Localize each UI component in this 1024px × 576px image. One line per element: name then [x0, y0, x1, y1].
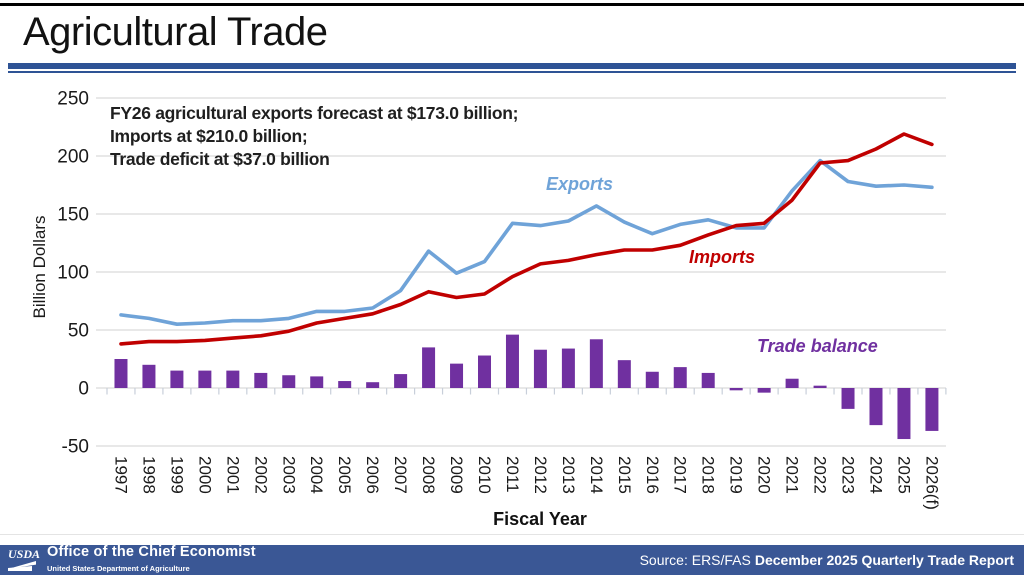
x-axis-title: Fiscal Year: [493, 509, 587, 529]
x-tick-label: 2010: [475, 456, 494, 494]
footer-org-block: Office of the Chief Economist United Sta…: [47, 543, 256, 576]
x-tick-label: 2024: [866, 456, 885, 494]
y-tick-label: 250: [57, 89, 89, 110]
x-tick-label: 2022: [811, 456, 830, 494]
y-tick-label: 0: [78, 379, 89, 400]
trade-balance-bar: [533, 349, 547, 388]
forecast-deficit-line: Trade deficit at $37.0 billion: [110, 149, 330, 169]
trade-balance-bar: [813, 385, 827, 388]
x-tick-label: 2017: [671, 456, 690, 494]
x-tick-label: 1998: [139, 456, 158, 494]
usda-logo-swoosh-lower: [8, 566, 32, 571]
x-tick-label: 2023: [839, 456, 858, 494]
usda-logo-text: USDA: [8, 547, 41, 561]
trade-balance-bar: [338, 381, 352, 388]
trade-balance-bar: [478, 355, 492, 388]
trade-balance-bar: [254, 372, 268, 388]
footer-org-name: Office of the Chief Economist: [47, 543, 256, 560]
y-tick-label: 50: [68, 321, 89, 342]
trade-balance-bar: [394, 374, 408, 388]
source-report-name: December 2025 Quarterly Trade Report: [754, 552, 1014, 568]
content-bottom-hairline: [0, 534, 1024, 535]
forecast-callout: FY26 agricultural exports forecast at $1…: [110, 102, 630, 171]
trade-balance-bar: [729, 388, 743, 391]
x-tick-label: 2007: [391, 456, 410, 494]
footer-bar: USDA Office of the Chief Economist Unite…: [0, 543, 1024, 576]
forecast-exports-line: FY26 agricultural exports forecast at $1…: [110, 103, 519, 123]
imports-series-label: Imports: [689, 247, 756, 267]
usda-logo-swoosh: [8, 561, 36, 569]
trade-balance-bar: [925, 388, 939, 431]
x-tick-label: 2018: [699, 456, 718, 494]
trade-balance-bar: [226, 370, 240, 388]
trade-balance-bar: [645, 371, 659, 388]
trade-balance-bar: [170, 370, 184, 388]
x-tick-label: 2014: [587, 456, 606, 494]
trade-balance-bar: [198, 370, 212, 388]
imports-line: [119, 132, 934, 346]
x-tick-label: 2013: [559, 456, 578, 494]
trade-balance-bar: [505, 334, 519, 388]
trade-balance-bar: [841, 388, 855, 409]
x-tick-label: 1997: [111, 456, 130, 494]
page-title: Agricultural Trade: [23, 10, 328, 54]
x-tick-label: 2025: [894, 456, 913, 494]
trade-balance-bar: [897, 388, 911, 440]
x-tick-label: 2003: [279, 456, 298, 494]
usda-logo-icon: USDA: [8, 548, 40, 572]
x-tick-label: 2011: [503, 456, 522, 493]
x-tick-label: 1999: [167, 456, 186, 494]
x-tick-label: 2001: [223, 456, 242, 494]
x-tick-label: 2006: [363, 456, 382, 494]
forecast-imports-line: Imports at $210.0 billion;: [110, 126, 308, 146]
y-axis-title: Billion Dollars: [30, 215, 49, 319]
title-divider-thick: [8, 63, 1016, 69]
y-tick-label: -50: [62, 437, 89, 458]
x-tick-label: 2008: [419, 456, 438, 494]
source-prefix: Source: ERS/FAS: [639, 552, 751, 568]
x-tick-label: 2016: [643, 456, 662, 494]
x-tick-label: 2000: [195, 456, 214, 494]
trade-balance-bar: [617, 360, 631, 388]
trade-balance-bar: [673, 367, 687, 388]
exports-series-label: Exports: [546, 174, 614, 194]
trade-balance-bar: [701, 372, 715, 388]
x-tick-label: 2012: [531, 456, 550, 494]
x-tick-label: 2021: [783, 456, 802, 494]
exports-line: [119, 158, 934, 327]
x-tick-label: 2005: [335, 456, 354, 494]
x-tick-label: 2019: [727, 456, 746, 494]
trade-balance-bar: [757, 388, 771, 393]
footer-branding: USDA Office of the Chief Economist Unite…: [0, 543, 256, 576]
trade-balance-bar: [589, 339, 603, 388]
trade-balance-bar: [114, 359, 128, 388]
source-attribution: Source: ERS/FAS December 2025 Quarterly T…: [640, 552, 1024, 568]
title-divider-thin: [8, 71, 1016, 73]
trade-balance-bar: [785, 378, 799, 388]
x-tick-label: 2020: [755, 456, 774, 494]
trade-balance-bar: [561, 348, 575, 388]
top-black-rule: [0, 3, 1024, 6]
trade-balance-bar: [142, 364, 156, 388]
trade-balance-bar: [422, 347, 436, 388]
trade-balance-bar: [450, 363, 464, 388]
x-tick-label: 2009: [447, 456, 466, 494]
trade-balance-bar: [366, 382, 380, 388]
trade-balance-bar: [282, 375, 296, 388]
trade-balance-bar: [310, 376, 324, 388]
x-tick-label: 2026(f): [922, 456, 941, 510]
x-tick-label: 2002: [251, 456, 270, 494]
y-tick-label: 150: [57, 205, 89, 226]
footer-org-subtitle: United States Department of Agriculture: [47, 565, 239, 576]
x-tick-label: 2015: [615, 456, 634, 494]
trade-balance-series-label: Trade balance: [757, 336, 878, 356]
x-tick-label: 2004: [307, 456, 326, 494]
trade-balance-bar: [869, 388, 883, 426]
y-tick-label: 200: [57, 147, 89, 168]
y-tick-label: 100: [57, 263, 89, 284]
